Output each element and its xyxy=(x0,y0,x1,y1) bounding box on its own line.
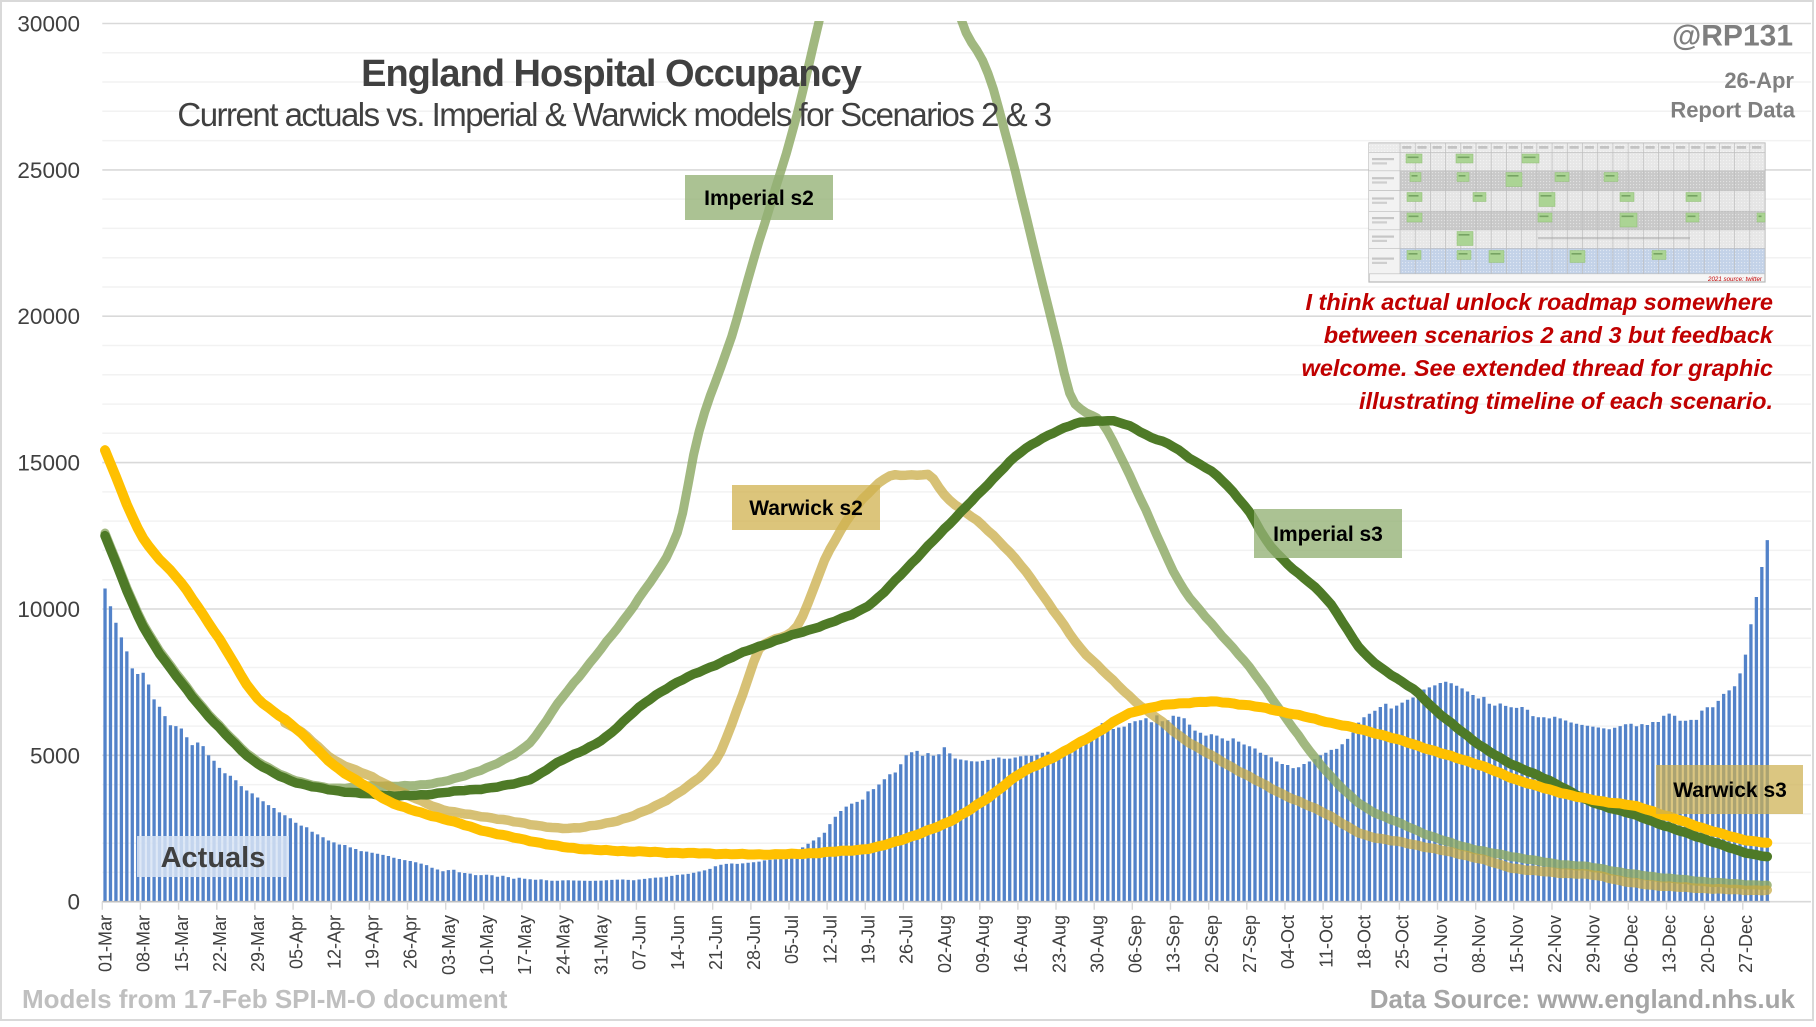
svg-text:31-May: 31-May xyxy=(592,915,612,975)
svg-text:Imperial s2: Imperial s2 xyxy=(704,187,814,210)
svg-text:20000: 20000 xyxy=(17,304,80,329)
svg-text:29-Nov: 29-Nov xyxy=(1583,915,1603,973)
svg-text:24-May: 24-May xyxy=(553,915,573,975)
svg-text:30-Aug: 30-Aug xyxy=(1087,915,1107,973)
svg-text:15000: 15000 xyxy=(17,451,80,476)
svg-text:26-Apr: 26-Apr xyxy=(1724,68,1794,93)
svg-text:Actuals: Actuals xyxy=(161,842,266,874)
svg-text:0: 0 xyxy=(67,890,80,915)
svg-text:Models from 17-Feb SPI-M-O doc: Models from 17-Feb SPI-M-O document xyxy=(22,984,508,1014)
svg-text:13-Dec: 13-Dec xyxy=(1660,915,1680,973)
svg-text:16-Aug: 16-Aug xyxy=(1011,915,1031,973)
svg-text:12-Apr: 12-Apr xyxy=(324,915,344,969)
svg-text:04-Oct: 04-Oct xyxy=(1278,915,1298,969)
svg-text:11-Oct: 11-Oct xyxy=(1316,915,1336,968)
svg-text:20-Dec: 20-Dec xyxy=(1698,915,1718,973)
svg-text:15-Mar: 15-Mar xyxy=(172,915,192,972)
svg-text:21-Jun: 21-Jun xyxy=(706,915,726,970)
svg-text:01-Nov: 01-Nov xyxy=(1431,915,1451,973)
svg-text:illustrating timeline of each: illustrating timeline of each scenario. xyxy=(1359,388,1773,414)
svg-text:06-Dec: 06-Dec xyxy=(1622,915,1642,973)
svg-text:06-Sep: 06-Sep xyxy=(1126,915,1146,973)
svg-text:08-Mar: 08-Mar xyxy=(134,915,154,972)
svg-text:5000: 5000 xyxy=(30,743,80,768)
svg-text:02-Aug: 02-Aug xyxy=(935,915,955,973)
svg-text:23-Aug: 23-Aug xyxy=(1049,915,1069,973)
svg-text:18-Oct: 18-Oct xyxy=(1355,915,1375,969)
svg-text:22-Mar: 22-Mar xyxy=(210,915,230,972)
svg-text:13-Sep: 13-Sep xyxy=(1164,915,1184,973)
svg-text:26-Jul: 26-Jul xyxy=(897,915,917,964)
svg-text:03-May: 03-May xyxy=(439,915,459,975)
svg-text:Report Data: Report Data xyxy=(1670,98,1795,123)
svg-text:22-Nov: 22-Nov xyxy=(1545,915,1565,973)
svg-text:20-Sep: 20-Sep xyxy=(1202,915,1222,973)
svg-text:28-Jun: 28-Jun xyxy=(744,915,764,970)
svg-text:Warwick s3: Warwick s3 xyxy=(1673,779,1787,802)
svg-text:I think actual unlock roadmap: I think actual unlock roadmap somewhere xyxy=(1305,289,1773,315)
svg-text:@RP131: @RP131 xyxy=(1672,20,1793,53)
svg-text:welcome. See extended thread f: welcome. See extended thread for graphic xyxy=(1302,355,1773,381)
svg-text:25-Oct: 25-Oct xyxy=(1393,915,1413,969)
svg-text:Current actuals vs. Imperial &: Current actuals vs. Imperial & Warwick m… xyxy=(177,96,1050,133)
svg-text:England Hospital Occupancy: England Hospital Occupancy xyxy=(361,53,862,95)
svg-text:25000: 25000 xyxy=(17,158,80,183)
svg-text:26-Apr: 26-Apr xyxy=(401,915,421,969)
svg-text:10000: 10000 xyxy=(17,597,80,622)
svg-text:17-May: 17-May xyxy=(515,915,535,975)
svg-text:10-May: 10-May xyxy=(477,915,497,975)
svg-text:Data Source: www.england.nhs.u: Data Source: www.england.nhs.uk xyxy=(1370,984,1796,1014)
svg-text:between scenarios 2 and 3 but: between scenarios 2 and 3 but feedback xyxy=(1324,322,1775,348)
svg-text:Imperial s3: Imperial s3 xyxy=(1273,523,1383,546)
svg-text:15-Nov: 15-Nov xyxy=(1507,915,1527,973)
svg-text:14-Jun: 14-Jun xyxy=(668,915,688,970)
svg-text:30000: 30000 xyxy=(17,12,80,37)
svg-text:09-Aug: 09-Aug xyxy=(973,915,993,973)
svg-text:27-Sep: 27-Sep xyxy=(1240,915,1260,973)
svg-text:05-Jul: 05-Jul xyxy=(782,915,802,964)
svg-text:19-Apr: 19-Apr xyxy=(363,915,383,969)
svg-text:12-Jul: 12-Jul xyxy=(820,915,840,964)
svg-text:08-Nov: 08-Nov xyxy=(1469,915,1489,973)
svg-text:29-Mar: 29-Mar xyxy=(248,915,268,972)
svg-text:27-Dec: 27-Dec xyxy=(1736,915,1756,973)
svg-text:07-Jun: 07-Jun xyxy=(630,915,650,970)
svg-text:01-Mar: 01-Mar xyxy=(96,915,116,972)
svg-text:Warwick s2: Warwick s2 xyxy=(749,497,863,520)
svg-text:05-Apr: 05-Apr xyxy=(286,915,306,969)
svg-text:2021 source: twitter: 2021 source: twitter xyxy=(1707,276,1763,283)
svg-text:19-Jul: 19-Jul xyxy=(859,915,879,964)
